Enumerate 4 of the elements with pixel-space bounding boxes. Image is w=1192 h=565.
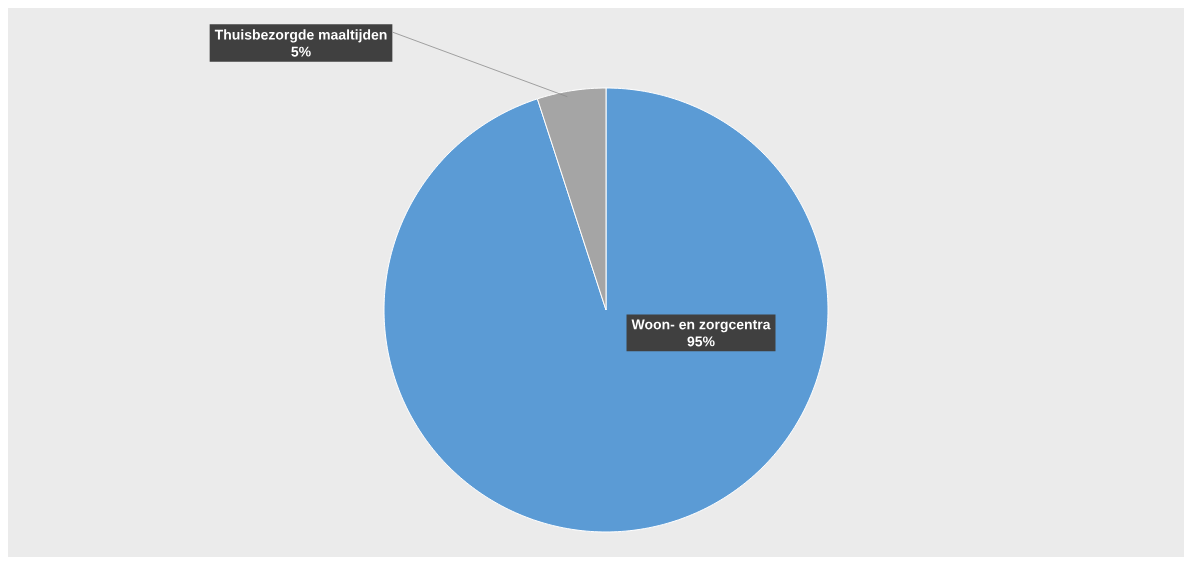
slice-label: Woon- en zorgcentra	[631, 319, 771, 333]
data-label: 95%	[687, 336, 715, 347]
slice-label: Thuisbezorgde maaltijden	[214, 29, 387, 43]
data-label: 5%	[291, 46, 311, 57]
